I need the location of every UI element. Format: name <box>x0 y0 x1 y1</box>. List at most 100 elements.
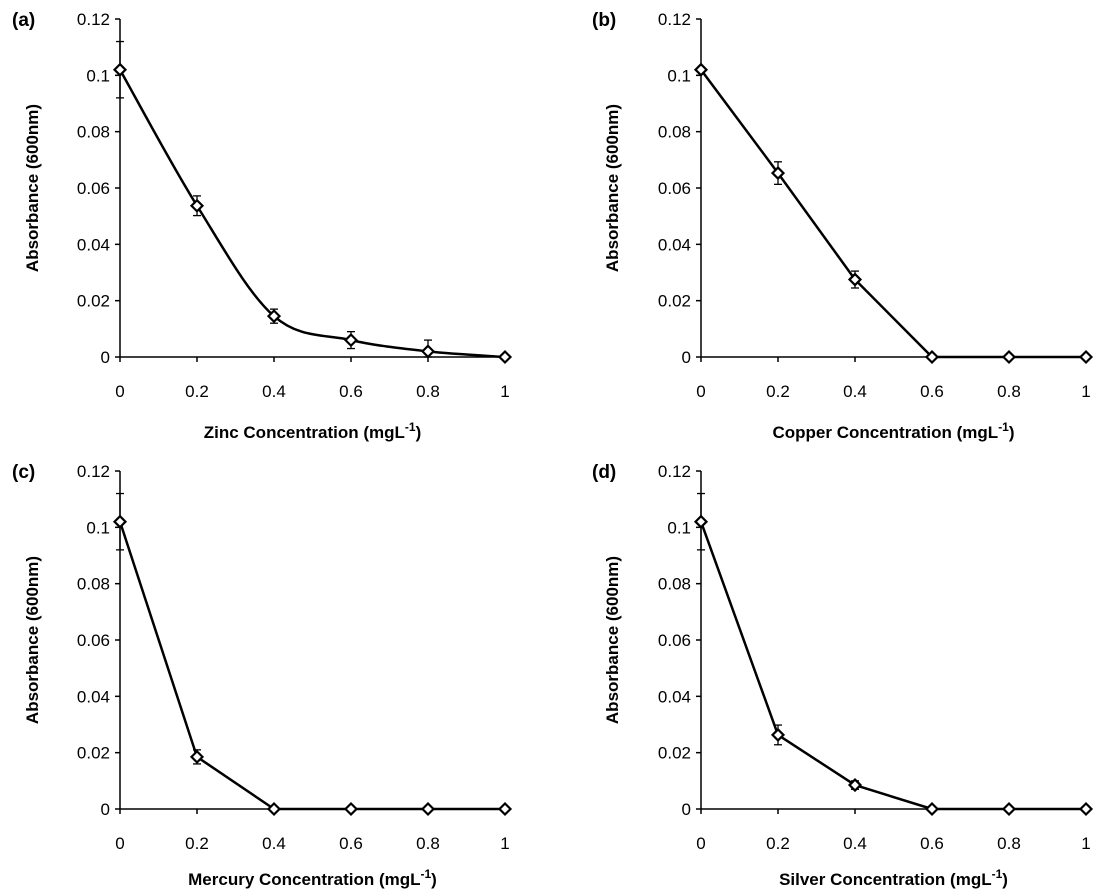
data-point-marker <box>1001 801 1017 817</box>
x-tick-label: 0.2 <box>766 834 790 853</box>
y-tick-label: 0.1 <box>86 66 110 85</box>
y-tick-label: 0.1 <box>86 518 110 537</box>
x-axis-title: Copper Concentration (mgL-1) <box>772 420 1014 442</box>
x-axis-title-main: Silver Concentration (mgL <box>779 870 992 889</box>
panel-label: (b) <box>592 10 616 31</box>
x-axis-title-superscript: -1 <box>405 420 416 434</box>
x-tick-label: 0.2 <box>185 834 209 853</box>
y-tick-label: 0.08 <box>77 575 110 594</box>
x-axis-title-superscript: -1 <box>998 420 1009 434</box>
y-tick-label: 0.06 <box>77 631 110 650</box>
y-axis-title: Absorbance (600nm) <box>23 556 42 724</box>
series-line <box>699 521 1086 811</box>
data-point-marker <box>266 309 282 324</box>
data-point-marker <box>112 514 128 529</box>
y-tick-label: 0.06 <box>658 179 691 198</box>
y-tick-label: 0.12 <box>77 462 110 481</box>
x-axis-title-end: ) <box>1009 423 1015 442</box>
x-axis-title-superscript: -1 <box>421 867 432 881</box>
x-axis-title-end: ) <box>1002 870 1008 889</box>
y-tick-label: 0.04 <box>658 235 691 254</box>
data-point-marker <box>770 727 786 742</box>
y-tick-label: 0.08 <box>77 123 110 142</box>
x-tick-label: 0.4 <box>843 834 867 853</box>
y-tick-label: 0 <box>682 800 691 819</box>
data-point-marker <box>770 166 786 181</box>
data-point-marker <box>924 801 940 817</box>
data-point-marker <box>266 801 282 817</box>
x-tick-label: 0.2 <box>766 382 790 401</box>
panel-label: (d) <box>592 462 616 483</box>
data-point-marker <box>497 801 513 817</box>
y-tick-label: 0.12 <box>658 10 691 29</box>
panel-label: (a) <box>12 10 35 31</box>
y-tick-label: 0.02 <box>77 744 110 763</box>
data-point-marker <box>924 349 940 365</box>
y-tick-label: 0.02 <box>658 744 691 763</box>
y-axis-title: Absorbance (600nm) <box>603 104 622 272</box>
series-line <box>118 521 505 811</box>
y-axis-title: Absorbance (600nm) <box>23 104 42 272</box>
x-axis-title-main: Zinc Concentration (mgL <box>204 423 405 442</box>
data-point-marker <box>497 349 513 365</box>
x-tick-label: 0.4 <box>262 834 286 853</box>
x-tick-label: 0.4 <box>262 382 286 401</box>
y-tick-label: 0.04 <box>658 687 691 706</box>
x-tick-label: 0.8 <box>416 834 440 853</box>
x-tick-label: 0.6 <box>920 382 944 401</box>
x-tick-label: 0 <box>115 834 124 853</box>
y-tick-label: 0 <box>101 348 110 367</box>
chart-panel-d: 0 0.02 0.04 0.06 0.08 0.1 0.12 0 0.2 0.4 0.6 0.8 1 (d… <box>592 462 1094 889</box>
y-tick-label: 0.08 <box>658 123 691 142</box>
data-point-marker <box>847 272 863 287</box>
chart-panel-c: 0 0.02 0.04 0.06 0.08 0.1 0.12 0 0.2 0.4 0.6 0.8 1 (c… <box>12 462 513 889</box>
y-tick-label: 0 <box>682 348 691 367</box>
y-tick-label: 0 <box>101 800 110 819</box>
x-tick-label: 0.4 <box>843 382 867 401</box>
y-tick-label: 0.08 <box>658 575 691 594</box>
y-tick-label: 0.1 <box>667 518 691 537</box>
data-point-marker <box>420 344 436 359</box>
data-point-marker <box>112 62 128 77</box>
y-tick-label: 0.04 <box>77 687 110 706</box>
y-axis-title: Absorbance (600nm) <box>603 556 622 724</box>
x-axis-title-end: ) <box>416 423 422 442</box>
series-line <box>118 69 506 359</box>
y-tick-label: 0.06 <box>658 631 691 650</box>
x-tick-label: 1 <box>500 834 509 853</box>
x-tick-label: 0.8 <box>416 382 440 401</box>
x-tick-label: 0 <box>115 382 124 401</box>
x-tick-label: 0.6 <box>920 834 944 853</box>
chart-panel-a: 0 0.02 0.04 0.06 0.08 0.1 0.12 0 0.2 0.4 0.6 0.8 1 (a… <box>12 10 513 442</box>
x-axis-title-main: Copper Concentration (mgL <box>772 423 998 442</box>
x-axis-title-main: Mercury Concentration (mgL <box>188 870 420 889</box>
y-tick-label: 0.02 <box>77 292 110 311</box>
x-axis-title: Silver Concentration (mgL-1) <box>779 867 1008 889</box>
x-axis-title: Mercury Concentration (mgL-1) <box>188 867 437 889</box>
chart-panel-b: 0 0.02 0.04 0.06 0.08 0.1 0.12 0 0.2 0.4 0.6 0.8 1 (b… <box>592 10 1094 442</box>
y-tick-label: 0.06 <box>77 179 110 198</box>
data-point-marker <box>1078 801 1094 817</box>
x-tick-label: 0.6 <box>339 382 363 401</box>
x-tick-label: 0.6 <box>339 834 363 853</box>
data-point-marker <box>693 62 709 77</box>
data-point-marker <box>420 801 436 817</box>
y-tick-label: 0.04 <box>77 235 110 254</box>
data-point-marker <box>847 778 863 793</box>
y-tick-label: 0.1 <box>667 66 691 85</box>
x-axis-title: Zinc Concentration (mgL-1) <box>204 420 422 442</box>
data-point-marker <box>343 801 359 817</box>
x-axis-title-superscript: -1 <box>992 867 1003 881</box>
y-tick-label: 0.02 <box>658 292 691 311</box>
data-point-marker <box>1078 349 1094 365</box>
y-tick-label: 0.12 <box>658 462 691 481</box>
data-point-marker <box>189 198 205 213</box>
x-tick-label: 0.8 <box>997 834 1021 853</box>
x-tick-label: 0.2 <box>185 382 209 401</box>
x-tick-label: 1 <box>1081 834 1090 853</box>
y-tick-label: 0.12 <box>77 10 110 29</box>
x-axis-title-end: ) <box>431 870 437 889</box>
x-tick-label: 1 <box>1081 382 1090 401</box>
x-tick-label: 1 <box>500 382 509 401</box>
